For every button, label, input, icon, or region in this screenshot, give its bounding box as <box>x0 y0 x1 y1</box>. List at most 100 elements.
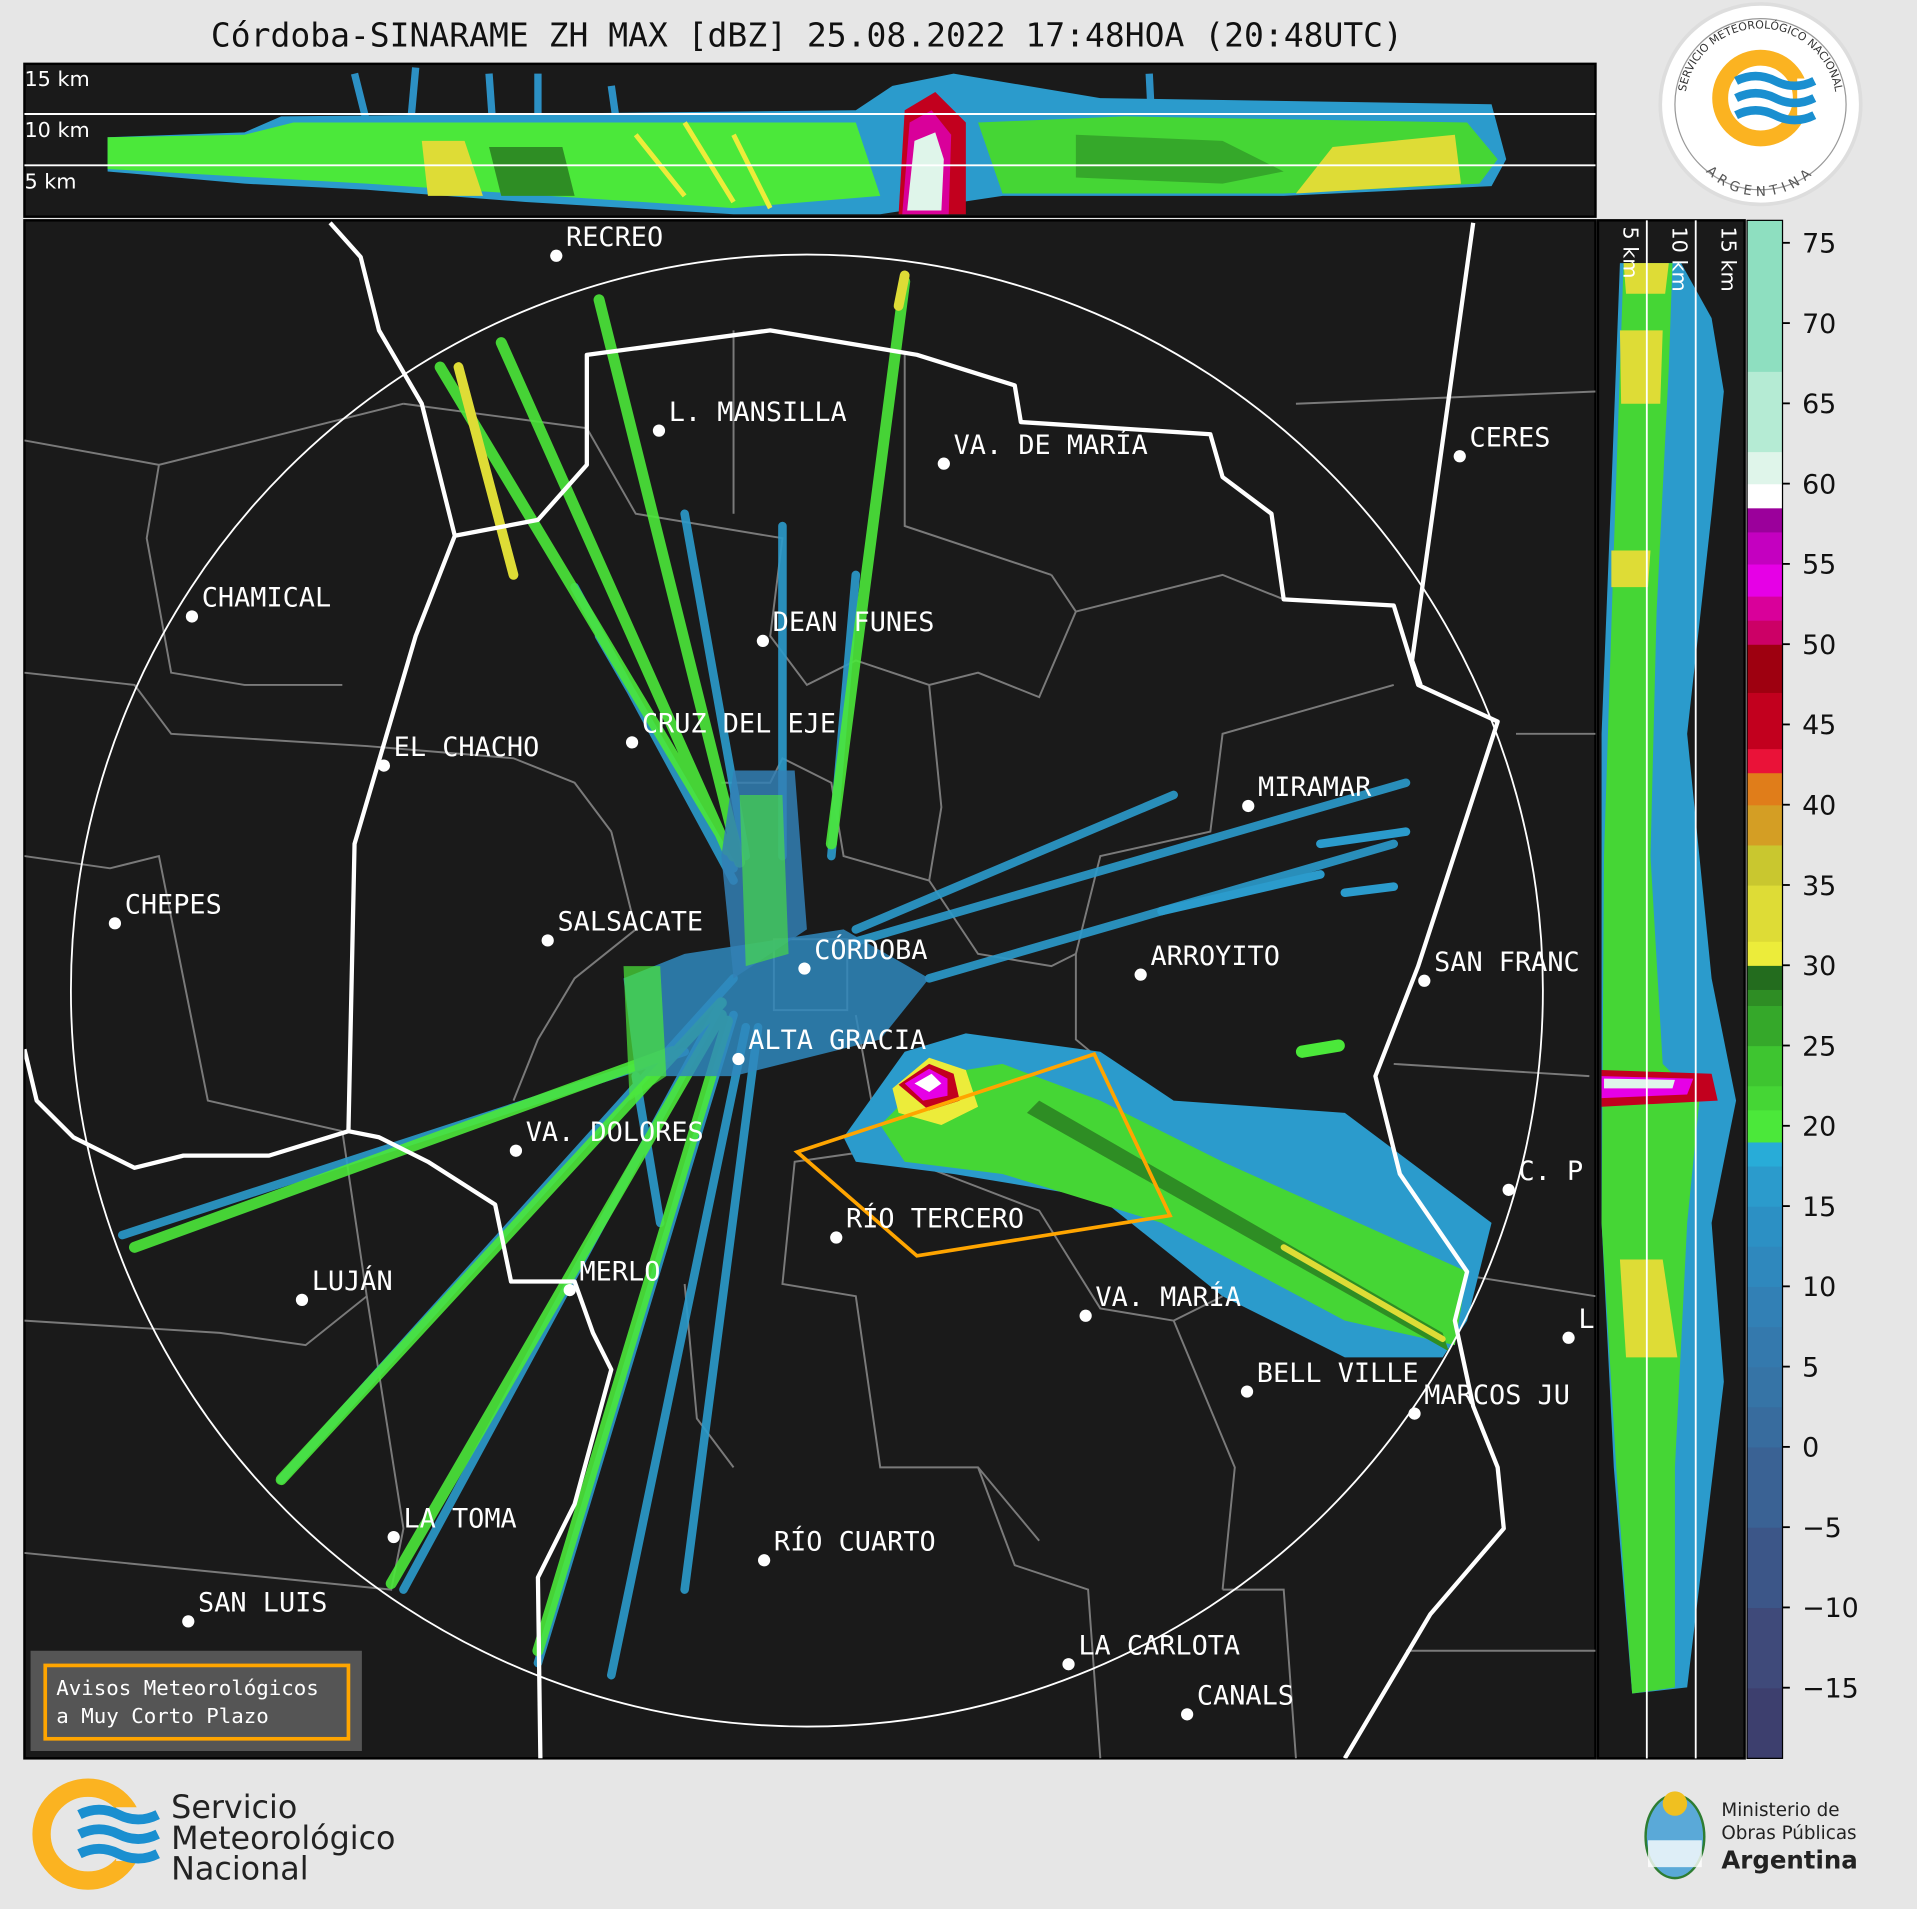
city-label: RÍO TERCERO <box>846 1203 1024 1235</box>
height-label-5km: 5 km <box>24 170 76 194</box>
city-label: VA. MARÍA <box>1095 1281 1241 1313</box>
radar-range-ring <box>69 253 1544 1728</box>
city-marker: CANALS <box>1181 1681 1294 1721</box>
radar-map: RECREO L. MANSILLA VA. DE MARÍA CERES CHAMIC… <box>23 219 1597 1760</box>
city-marker: L. MANSILLA <box>652 397 847 437</box>
colorbar-tick-label: 40 <box>1802 790 1836 821</box>
city-dot <box>1134 968 1147 981</box>
height-label-15km: 15 km <box>24 67 89 91</box>
city-marker: VA. DOLORES <box>509 1117 704 1157</box>
city-label: VA. DOLORES <box>526 1117 704 1148</box>
city-label: CERES <box>1470 423 1551 454</box>
colorbar-band <box>1747 772 1783 806</box>
colorbar-band <box>1747 884 1783 942</box>
colorbar-tick-label: −10 <box>1802 1593 1859 1624</box>
colorbar-tick-label: 10 <box>1802 1272 1836 1303</box>
smn-logo: Servicio Meteorológico Nacional <box>32 1778 396 1890</box>
city-label: L. MANSILLA <box>669 397 847 428</box>
smn-logo-line2: Meteorológico <box>171 1821 395 1857</box>
city-label: C. P <box>1518 1156 1583 1187</box>
colorbar-tick-label: 70 <box>1802 309 1836 340</box>
colorbar-tick-label: −15 <box>1802 1673 1859 1704</box>
colorbar-band <box>1747 371 1783 453</box>
city-label: MARCOS JU <box>1424 1380 1570 1411</box>
city-marker: ARROYITO <box>1134 941 1280 981</box>
city-label: MERLO <box>580 1256 661 1287</box>
colorbar-band <box>1747 1109 1783 1143</box>
city-dot <box>798 962 811 975</box>
colorbar-band <box>1747 531 1783 565</box>
colorbar-band <box>1747 1406 1783 1448</box>
colorbar-tick-label: 50 <box>1802 630 1836 661</box>
city-dot <box>652 424 666 437</box>
side-height-label-10km: 10 km <box>1667 226 1691 291</box>
colorbar-band <box>1747 596 1783 621</box>
colorbar-band <box>1747 1141 1783 1167</box>
ministry-line1: Ministerio de <box>1721 1800 1839 1821</box>
colorbar-band <box>1747 1206 1783 1247</box>
province-borders <box>24 221 1506 1759</box>
city-dot <box>1181 1708 1194 1721</box>
colorbar-band <box>1747 1085 1783 1111</box>
city-marker: DEAN FUNES <box>756 607 935 648</box>
colorbar-band <box>1747 1446 1783 1528</box>
city-dot <box>756 634 770 648</box>
city-dot <box>182 1615 195 1628</box>
colorbar-band <box>1747 451 1783 485</box>
city-dot <box>1062 1658 1075 1671</box>
city-dot <box>509 1144 523 1157</box>
radar-echoes <box>117 270 1492 1680</box>
colorbar-tick-label: 60 <box>1802 469 1836 500</box>
city-marker: MERLO <box>563 1256 661 1297</box>
city-dot <box>563 1283 576 1297</box>
city-dot <box>830 1231 843 1244</box>
colorbar-tick-label: 45 <box>1802 710 1836 741</box>
city-label: CHEPES <box>125 890 222 921</box>
city-label: DEAN FUNES <box>773 607 935 638</box>
side-cross-section: 5 km 10 km 15 km <box>1596 219 1746 1760</box>
city-label: CÓRDOBA <box>814 934 927 966</box>
warning-polygon <box>793 1051 1173 1258</box>
colorbar-band <box>1747 1246 1783 1287</box>
colorbar-tick-label: 65 <box>1802 389 1836 420</box>
city-dot <box>550 249 563 262</box>
city-marker: RÍO TERCERO <box>830 1203 1024 1244</box>
city-label: RECREO <box>566 222 663 253</box>
colorbar-tick-label: 30 <box>1802 951 1836 982</box>
city-dot <box>541 934 554 947</box>
colorbar-tick-label: 0 <box>1802 1433 1819 1464</box>
colorbar-tick-label: 15 <box>1802 1192 1836 1223</box>
city-label: MIRAMAR <box>1258 772 1372 803</box>
city-dot <box>377 759 391 772</box>
city-dot <box>937 457 950 470</box>
colorbar-tick-label: 35 <box>1802 871 1836 902</box>
city-marker: LUJÁN <box>295 1265 393 1306</box>
city-marker: VA. MARÍA <box>1079 1281 1241 1322</box>
city-dot <box>1242 799 1255 813</box>
city-marker: MIRAMAR <box>1242 772 1372 813</box>
colorbar-band <box>1747 1687 1783 1759</box>
colorbar-band <box>1747 804 1783 846</box>
city-label: ALTA GRACIA <box>748 1025 926 1056</box>
city-dot <box>295 1293 309 1306</box>
colorbar-band <box>1747 1165 1783 1207</box>
city-marker: RECREO <box>550 222 663 262</box>
colorbar-band <box>1747 1527 1783 1609</box>
city-marker: CHEPES <box>108 890 222 930</box>
city-marker: CÓRDOBA <box>798 934 928 975</box>
height-label-10km: 10 km <box>24 118 89 142</box>
colorbar-band <box>1747 1005 1783 1047</box>
city-marker: C. P <box>1502 1156 1583 1196</box>
city-dot <box>732 1052 745 1066</box>
city-marker: VA. DE MARÍA <box>937 429 1148 470</box>
side-height-label-5km: 5 km <box>1619 226 1643 278</box>
smn-logo-line1: Servicio <box>171 1790 297 1826</box>
city-label: LA CARLOTA <box>1078 1630 1240 1661</box>
ministry-line2: Obras Públicas <box>1721 1823 1856 1844</box>
city-marker: SAN LUIS <box>182 1588 328 1628</box>
colorbar-tick-label: 75 <box>1802 229 1836 260</box>
city-label: ARROYITO <box>1150 941 1279 972</box>
colorbar-band <box>1747 1045 1783 1087</box>
